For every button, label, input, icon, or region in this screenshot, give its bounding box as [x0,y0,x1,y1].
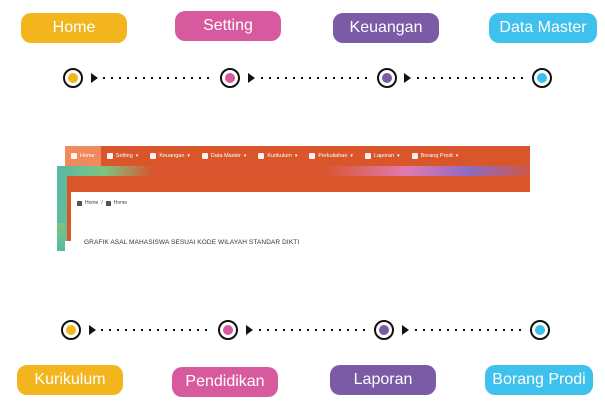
arrow-icon [246,325,253,335]
home-icon [105,200,111,206]
arrow-icon [248,73,255,83]
step-label-borang-prodi: Borang Prodi [485,365,593,395]
arrow-icon [91,73,98,83]
timeline-node-home [63,68,83,88]
dotted-connector [256,329,368,331]
book-icon [258,153,265,159]
dotted-connector [412,329,524,331]
breadcrumb: Home / Home [77,196,127,210]
nav-item-kurikulum[interactable]: Kurikulum ▾ [252,146,303,166]
timeline-node-data-master [532,68,552,88]
home-icon [71,153,77,159]
timeline-node-kurikulum [61,320,81,340]
nav-item-laporan[interactable]: Laporan ▾ [359,146,406,166]
dotted-connector [414,77,526,79]
chevron-down-icon: ▾ [294,153,298,159]
arrow-icon [402,325,409,335]
nav-item-keuangan[interactable]: Keuangan ▾ [144,146,196,166]
dotted-connector [98,329,210,331]
breadcrumb-separator: / [101,200,103,206]
timeline-node-borang-prodi [530,320,550,340]
step-label-keuangan: Keuangan [333,13,439,43]
decorative-strip [57,223,65,251]
timeline-node-pendidikan [218,320,238,340]
report-icon [364,153,371,159]
step-label-laporan: Laporan [330,365,436,395]
breadcrumb-root[interactable]: Home [85,200,99,206]
document-icon [150,153,157,159]
timeline-node-setting [220,68,240,88]
step-label-pendidikan: Pendidikan [172,367,278,397]
nav-item-borang-prodi[interactable]: Borang Prodi ▾ [406,146,465,166]
chevron-down-icon: ▾ [135,153,139,159]
home-icon [77,200,82,206]
app-screenshot: Home Setting ▾ Keuangan ▾ Data Master ▾ Kur… [57,146,530,251]
nav-item-home[interactable]: Home [65,146,101,166]
globe-icon [411,153,418,159]
wrench-icon [106,153,113,159]
arrow-icon [89,325,96,335]
step-label-data-master: Data Master [489,13,597,43]
dotted-connector [100,77,212,79]
timeline-node-keuangan [377,68,397,88]
chevron-down-icon: ▾ [243,153,247,159]
chevron-down-icon: ▾ [187,153,190,159]
nav-item-data-master[interactable]: Data Master ▾ [196,146,252,166]
graph-title: GRAFIK ASAL MAHASISWA SESUAI KODE WILAYA… [84,239,300,246]
step-label-home: Home [21,13,127,43]
chevron-down-icon: ▾ [455,153,459,159]
arrow-icon [404,73,411,83]
nav-item-setting[interactable]: Setting ▾ [101,146,145,166]
chevron-down-icon: ▾ [397,153,400,159]
step-label-setting: Setting [175,11,281,41]
dotted-connector [258,77,370,79]
step-label-kurikulum: Kurikulum [17,365,123,395]
users-icon [309,153,316,159]
gear-icon [201,153,208,159]
content-panel [71,192,530,251]
timeline-node-laporan [374,320,394,340]
breadcrumb-current: Home [113,200,128,206]
nav-item-perkuliahan[interactable]: Perkuliahan ▾ [303,146,359,166]
top-navbar: Home Setting ▾ Keuangan ▾ Data Master ▾ Kur… [65,146,530,166]
chevron-down-icon: ▾ [350,153,353,159]
